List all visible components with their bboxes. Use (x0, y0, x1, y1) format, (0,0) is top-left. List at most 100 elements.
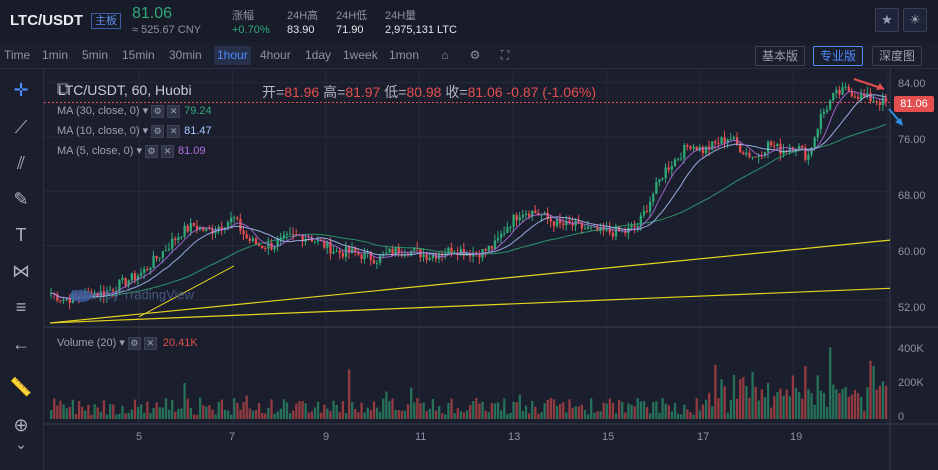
ma5-line (50, 90, 887, 300)
volume-bar (375, 407, 379, 419)
pitchfork-icon[interactable]: ⫽ (16, 153, 26, 173)
volume-bar (360, 402, 363, 419)
volume-bar (617, 399, 621, 419)
volume-bar (590, 398, 593, 419)
candle-body (590, 226, 593, 228)
candle-body (180, 236, 183, 238)
text-icon[interactable]: T (15, 225, 27, 245)
crosshair-icon[interactable]: ✛ (13, 80, 29, 100)
candle-body (143, 268, 146, 273)
theme-icon[interactable]: ☀ (903, 8, 927, 32)
candle-body (431, 254, 435, 259)
candle-body (757, 155, 760, 158)
ma10-indicator[interactable]: MA (10, close, 0) ▾ ⚙ ✕ 81.47 (57, 124, 212, 138)
volume-bar (223, 409, 227, 419)
close-icon[interactable]: ✕ (161, 144, 174, 158)
candle-body (565, 220, 568, 226)
volume-bar (503, 398, 506, 419)
close-icon[interactable]: ✕ (167, 104, 181, 118)
volume-bar (819, 390, 823, 419)
tradingview-logo-icon (70, 290, 92, 302)
volume-bar (875, 389, 878, 419)
volume-bar (881, 381, 885, 419)
candle-body (208, 228, 211, 230)
tf-30min[interactable]: 30min (169, 48, 202, 62)
tf-1hour[interactable]: 1hour (214, 46, 251, 65)
volume-indicator[interactable]: Volume (20) ▾ ⚙ ✕ 20.41K (57, 336, 198, 350)
settings-icon[interactable]: ⚙ (469, 48, 481, 62)
tf-1min[interactable]: 1min (42, 48, 69, 62)
volume-bar (431, 398, 435, 419)
candle-body (369, 252, 372, 260)
volume-bar (776, 392, 779, 419)
tf-15min[interactable]: 15min (122, 48, 155, 62)
pattern-icon[interactable]: ⋈ (12, 261, 30, 281)
trend-line-short[interactable] (138, 265, 235, 318)
candle-body (276, 240, 279, 248)
trend-line-lower[interactable] (49, 287, 891, 324)
volume-bar (760, 389, 764, 419)
volume-bar (133, 399, 137, 419)
volume-bar (565, 412, 568, 419)
tf-1mon[interactable]: 1mon (389, 48, 420, 62)
volume-bar (469, 405, 472, 419)
volume-bar (456, 408, 459, 419)
chart-type-icon[interactable]: ⌂ (441, 48, 449, 62)
settings-icon[interactable]: ⚙ (151, 104, 165, 118)
candle-body (295, 234, 298, 236)
candle-body (829, 100, 832, 110)
tf-1day[interactable]: 1day (305, 48, 332, 62)
close-icon[interactable]: ✕ (143, 336, 157, 350)
tf-time[interactable]: Time (4, 48, 31, 62)
trend-line-upper[interactable] (49, 239, 891, 324)
chart-symbol[interactable]: LTC/USDT, 60, Huobi (58, 82, 192, 98)
price-chart[interactable] (44, 69, 938, 470)
volume-bar (416, 398, 419, 419)
view-pro-button[interactable]: 专业版 (813, 46, 864, 66)
volume-bar (320, 412, 323, 419)
brush-icon[interactable]: ✎ (13, 189, 29, 209)
fib-icon[interactable]: ≡ (15, 297, 27, 317)
volume-bar (87, 404, 90, 419)
volume-bar (782, 395, 785, 419)
tf-1week[interactable]: 1week (343, 48, 378, 62)
collapse-chevron-icon[interactable]: ⌄ (15, 436, 27, 452)
volume-bar (251, 410, 255, 419)
candle-body (841, 86, 844, 95)
x-tick-5: 5 (136, 431, 143, 443)
volume-bar (233, 398, 236, 419)
ruler-icon[interactable]: 📏 (9, 377, 33, 397)
candle-body (288, 233, 292, 235)
cny-price: ≈ 525.67 CNY (132, 24, 202, 36)
back-arrow-icon[interactable]: ← (12, 334, 30, 354)
candle-body (205, 228, 208, 231)
candle-body (729, 139, 733, 141)
candle-body (233, 217, 236, 219)
settings-icon[interactable]: ⚙ (145, 144, 158, 158)
star-icon[interactable]: ★ (875, 8, 899, 32)
settings-icon[interactable]: ⚙ (151, 124, 165, 138)
view-depth-button[interactable]: 深度图 (872, 46, 923, 66)
view-basic-button[interactable]: 基本版 (755, 46, 806, 66)
volume-bar (236, 402, 239, 419)
trendline-icon[interactable]: ⟋ (14, 117, 28, 137)
close-icon[interactable]: ✕ (167, 124, 181, 138)
fullscreen-icon[interactable]: ⛶ (500, 48, 510, 62)
vol-tick-200k: 200K (898, 377, 924, 389)
volume-bar (211, 409, 214, 419)
zoom-in-icon[interactable]: ⊕ (13, 415, 29, 435)
tf-5min[interactable]: 5min (82, 48, 109, 62)
candle-body (326, 241, 329, 248)
legend-collapse-icon[interactable] (57, 83, 68, 94)
candle-body (577, 220, 580, 223)
pair-name[interactable]: LTC/USDT (10, 12, 84, 29)
candle-body (248, 238, 251, 241)
candle-body (664, 167, 667, 179)
candle-body (822, 111, 826, 114)
ma5-indicator[interactable]: MA (5, close, 0) ▾ ⚙ ✕ 81.09 (57, 144, 206, 158)
ma30-indicator[interactable]: MA (30, close, 0) ▾ ⚙ ✕ 79.24 (57, 104, 212, 118)
tf-4hour[interactable]: 4hour (260, 48, 291, 62)
volume-bar (838, 393, 841, 419)
volume-bar (462, 412, 466, 419)
settings-icon[interactable]: ⚙ (127, 336, 141, 350)
